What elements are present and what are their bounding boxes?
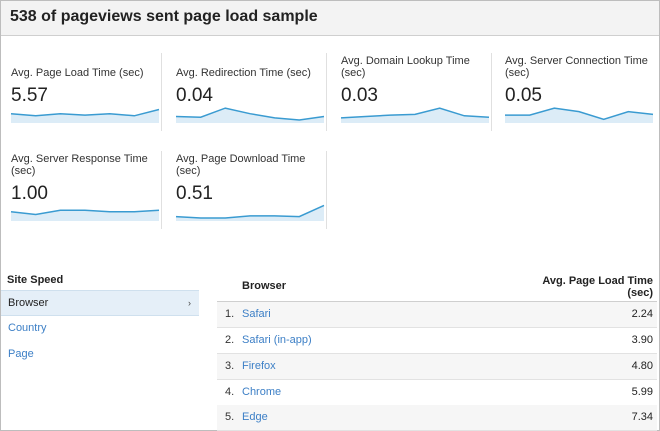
metric-label: Avg. Page Load Time (sec)	[11, 67, 144, 79]
sparkline-line	[340, 107, 490, 119]
table-row: 5. Edge 7.34	[217, 405, 657, 431]
site-speed-heading: Site Speed	[7, 274, 64, 286]
metric-domain-lookup-time[interactable]: Avg. Domain Lookup Time (sec) 0.03	[331, 53, 492, 131]
metric-value: 0.05	[505, 85, 542, 106]
nav-item-browser[interactable]: Browser ›	[1, 290, 199, 316]
report-header: 538 of pageviews sent page load sample	[1, 1, 659, 36]
browser-link[interactable]: Edge	[242, 411, 268, 423]
metric-server-connection-time[interactable]: Avg. Server Connection Time (sec) 0.05	[495, 53, 657, 131]
sparkline-line	[175, 204, 325, 219]
row-value: 3.90	[631, 334, 653, 346]
row-value: 7.34	[631, 411, 653, 423]
row-index: 1.	[225, 308, 235, 320]
table-row: 4. Chrome 5.99	[217, 380, 657, 406]
row-index: 3.	[225, 360, 235, 372]
row-value: 5.99	[631, 386, 653, 398]
table-row: 1. Safari 2.24	[217, 302, 657, 328]
nav-item-country[interactable]: Country	[1, 316, 199, 340]
metric-label: Avg. Server Connection Time (sec)	[505, 55, 648, 79]
metric-label: Avg. Redirection Time (sec)	[176, 67, 311, 79]
sparkline-area	[176, 108, 324, 123]
sparkline-area	[341, 108, 489, 123]
sparkline-chart	[10, 108, 160, 123]
table-row: 2. Safari (in-app) 3.90	[217, 328, 657, 354]
sparkline-chart	[505, 107, 654, 123]
row-index: 4.	[225, 386, 235, 398]
browser-link[interactable]: Firefox	[242, 360, 276, 372]
sparkline-line	[175, 107, 325, 121]
metric-server-response-time[interactable]: Avg. Server Response Time (sec) 1.00	[1, 151, 162, 229]
browser-link[interactable]: Safari (in-app)	[242, 334, 312, 346]
nav-item-label: Browser	[8, 297, 49, 309]
metric-page-download-time[interactable]: Avg. Page Download Time (sec) 0.51	[166, 151, 327, 229]
metric-page-load-time[interactable]: Avg. Page Load Time (sec) 5.57	[1, 53, 162, 131]
row-index: 5.	[225, 411, 235, 423]
sparkline-area	[11, 109, 159, 123]
browser-link[interactable]: Chrome	[242, 386, 282, 398]
nav-item-label: Page	[8, 348, 34, 360]
metric-value: 1.00	[11, 183, 48, 204]
report-title: 538 of pageviews sent page load sample	[10, 8, 318, 25]
sparkline-line	[10, 108, 160, 117]
sparkline-chart	[340, 107, 490, 123]
column-header-browser[interactable]: Browser	[242, 280, 287, 292]
row-index: 2.	[225, 334, 235, 346]
browser-link[interactable]: Safari	[242, 308, 271, 320]
metric-value: 0.04	[176, 85, 213, 106]
metric-value: 5.57	[11, 85, 48, 106]
table-header: Browser Avg. Page Load Time (sec)	[217, 271, 657, 302]
sparkline-chart	[175, 107, 325, 123]
table-row: 3. Firefox 4.80	[217, 354, 657, 380]
sparkline-chart	[175, 204, 325, 221]
metric-value: 0.03	[341, 85, 378, 106]
chevron-right-icon: ›	[188, 298, 191, 308]
row-value: 4.80	[631, 360, 653, 372]
nav-item-page[interactable]: Page	[1, 342, 199, 366]
sparkline-line	[505, 107, 654, 121]
nav-item-label: Country	[8, 322, 47, 334]
metric-label: Avg. Domain Lookup Time (sec)	[341, 55, 470, 79]
metric-label: Avg. Page Download Time (sec)	[176, 153, 306, 177]
row-value: 2.24	[631, 308, 653, 320]
sparkline-chart	[10, 209, 160, 221]
column-header-page-load-time[interactable]: Avg. Page Load Time (sec)	[542, 275, 653, 299]
metric-redirection-time[interactable]: Avg. Redirection Time (sec) 0.04	[166, 53, 327, 131]
sparkline-line	[10, 209, 160, 216]
metric-value: 0.51	[176, 183, 213, 204]
sparkline-area	[176, 205, 324, 221]
metric-label: Avg. Server Response Time (sec)	[11, 153, 148, 177]
